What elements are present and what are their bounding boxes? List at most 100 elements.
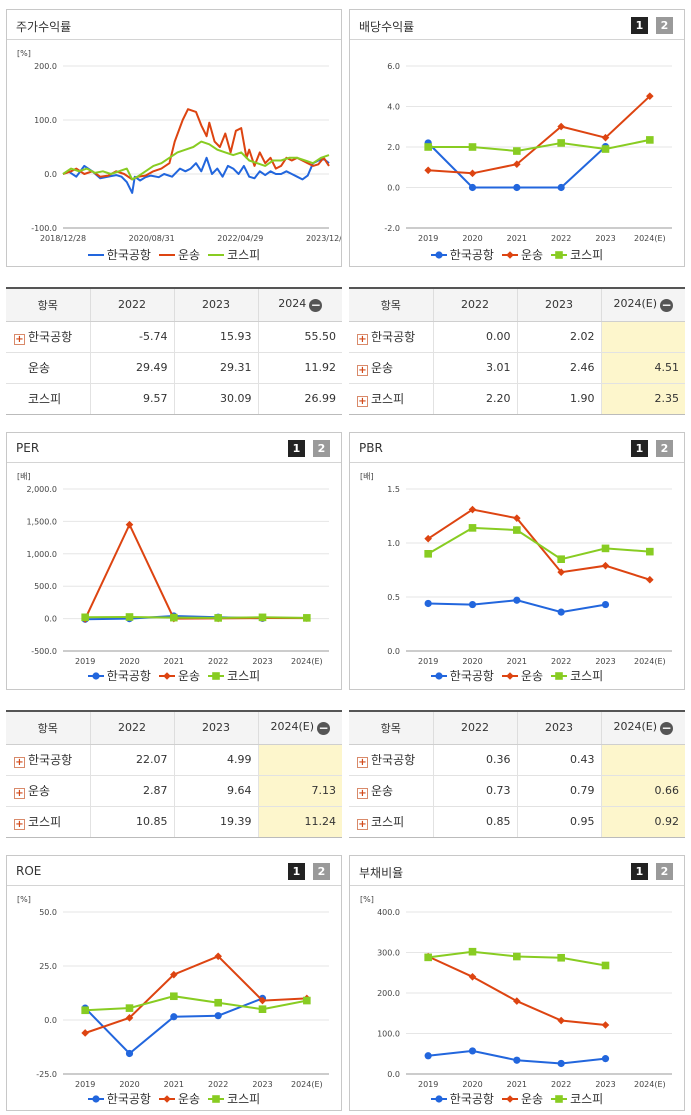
legend-item: 한국공항 — [430, 1090, 494, 1107]
legend-swatch — [430, 1094, 447, 1103]
data-point — [424, 550, 432, 558]
x-tick-label: 2020 — [462, 657, 482, 666]
data-point — [125, 613, 134, 621]
data-point — [214, 614, 222, 622]
data-point — [81, 1029, 89, 1037]
expand-icon[interactable]: + — [14, 788, 25, 799]
page-2-button[interactable]: 2 — [656, 17, 673, 34]
chart-legend: 한국공항 운송 코스피 — [7, 246, 341, 262]
y-tick-label: 300.0 — [377, 949, 400, 958]
row-label[interactable]: + 한국공항 — [349, 320, 433, 352]
y-tick-label: -100.0 — [31, 224, 57, 233]
legend-item: 코스피 — [551, 667, 603, 684]
y-tick-label: -500.0 — [31, 647, 57, 656]
x-tick-label: 2021 — [164, 1080, 184, 1089]
page-1-button[interactable]: 1 — [288, 440, 305, 457]
page-2-button[interactable]: 2 — [313, 440, 330, 457]
row-label[interactable]: + 한국공항 — [349, 743, 433, 775]
y-tick-label: 1.5 — [387, 485, 400, 494]
page-1-button[interactable]: 1 — [288, 863, 305, 880]
chart-per: [배] 2,000.0 1,500.0 1,000.0 500.0 0.0 -500.0 20… — [17, 472, 329, 666]
data-point — [513, 1056, 521, 1064]
collapse-icon[interactable]: − — [660, 298, 674, 313]
collapse-icon[interactable]: − — [317, 721, 331, 736]
expand-icon[interactable]: + — [14, 819, 25, 831]
y-tick-label: 0.0 — [387, 647, 400, 656]
expand-icon[interactable]: + — [357, 819, 368, 831]
y-tick-label: 0.0 — [44, 170, 57, 179]
series-line — [85, 995, 307, 1012]
legend-item: 운송 — [501, 667, 543, 684]
table-dividend-yield: 항목 2022 2023 2024(E) − + 한국공항 0.00 2.02 + 운송 3.01 2.… — [349, 287, 685, 415]
legend-marker — [555, 250, 563, 259]
legend-swatch — [158, 671, 175, 680]
data-point — [646, 136, 654, 144]
chart-legend: 한국공항 운송 코스피 — [350, 667, 684, 684]
table-cell: 3.01 — [432, 351, 517, 383]
page-1-button[interactable]: 1 — [631, 17, 648, 34]
legend-marker — [163, 1094, 171, 1103]
table-row: + 운송 3.01 2.46 4.51 — [349, 351, 685, 383]
row-label-text: 코스피 — [28, 815, 62, 830]
expand-icon[interactable]: + — [357, 757, 368, 768]
x-tick-label: 2021 — [507, 657, 527, 666]
legend-label: 운송 — [520, 248, 544, 262]
table-row: + 한국공항 0.00 2.02 — [349, 320, 685, 352]
expand-icon[interactable]: + — [357, 788, 368, 799]
x-tick-label: 2024(E) — [634, 234, 666, 243]
row-label[interactable]: + 코스피 — [6, 805, 90, 837]
panel-pbr: PBR 1 2 [배] 1.5 1.0 0.5 0.0 2019 2020 2021 2022 2… — [349, 432, 685, 690]
row-label: 코스피 — [6, 382, 90, 414]
expand-icon[interactable]: + — [14, 334, 25, 345]
row-label[interactable]: + 한국공항 — [6, 320, 90, 352]
page-1-button[interactable]: 1 — [631, 440, 648, 457]
row-label[interactable]: + 운송 — [349, 351, 433, 383]
series-line — [85, 615, 307, 619]
table-row: 운송 29.49 29.31 11.92 — [6, 351, 342, 383]
data-point — [170, 970, 178, 979]
table-cell: 15.93 — [173, 320, 258, 352]
column-header: 2024(E) − — [600, 712, 685, 745]
data-point — [557, 183, 565, 192]
expand-icon[interactable]: + — [14, 757, 25, 768]
legend-marker — [212, 671, 220, 680]
expand-icon[interactable]: + — [357, 396, 368, 408]
row-label[interactable]: + 코스피 — [349, 805, 433, 837]
legend-label: 코스피 — [570, 248, 604, 262]
row-label[interactable]: + 운송 — [349, 774, 433, 806]
row-label[interactable]: + 한국공항 — [6, 743, 90, 775]
data-point — [468, 143, 477, 151]
series-line — [428, 138, 651, 153]
page-2-button[interactable]: 2 — [656, 863, 673, 880]
page-2-button[interactable]: 2 — [656, 440, 673, 457]
x-tick-label: 2023 — [252, 657, 272, 666]
row-label[interactable]: + 코스피 — [349, 382, 433, 414]
data-point — [468, 1047, 477, 1055]
table-cell: 0.36 — [432, 743, 517, 775]
expand-icon[interactable]: + — [357, 334, 368, 345]
x-tick-label: 2023 — [595, 1080, 615, 1089]
x-tick-label: 2023 — [595, 234, 615, 243]
expand-icon[interactable]: + — [357, 365, 368, 376]
panel-header: 부채비율 1 2 — [350, 856, 684, 886]
collapse-icon[interactable]: − — [309, 298, 323, 313]
row-label-text: 운송 — [28, 784, 51, 798]
page-2-button[interactable]: 2 — [313, 863, 330, 880]
table-cell: 29.49 — [89, 351, 174, 383]
row-label-text: 코스피 — [371, 392, 405, 407]
table-cell: 4.99 — [173, 743, 258, 775]
y-tick-label: 4.0 — [387, 103, 400, 112]
collapse-icon[interactable]: − — [660, 721, 674, 736]
table-row: + 한국공항 -5.74 15.93 55.50 — [6, 320, 342, 352]
row-label[interactable]: + 운송 — [6, 774, 90, 806]
y-tick-label: 1,000.0 — [26, 550, 57, 559]
panel-roe: ROE 1 2 [%] 50.0 25.0 0.0 -25.0 2019 2020 2021 2… — [6, 855, 342, 1111]
y-tick-label: -25.0 — [36, 1070, 57, 1079]
y-tick-label: 1.0 — [387, 539, 400, 548]
data-point — [557, 139, 565, 147]
page-1-button[interactable]: 1 — [631, 863, 648, 880]
table-row: + 한국공항 22.07 4.99 — [6, 743, 342, 775]
legend-swatch — [430, 250, 447, 259]
table-pbr: 항목 2022 2023 2024(E) − + 한국공항 0.36 0.43 + 운송 0.73 0.… — [349, 710, 685, 838]
y-tick-label: 2.0 — [387, 143, 400, 152]
